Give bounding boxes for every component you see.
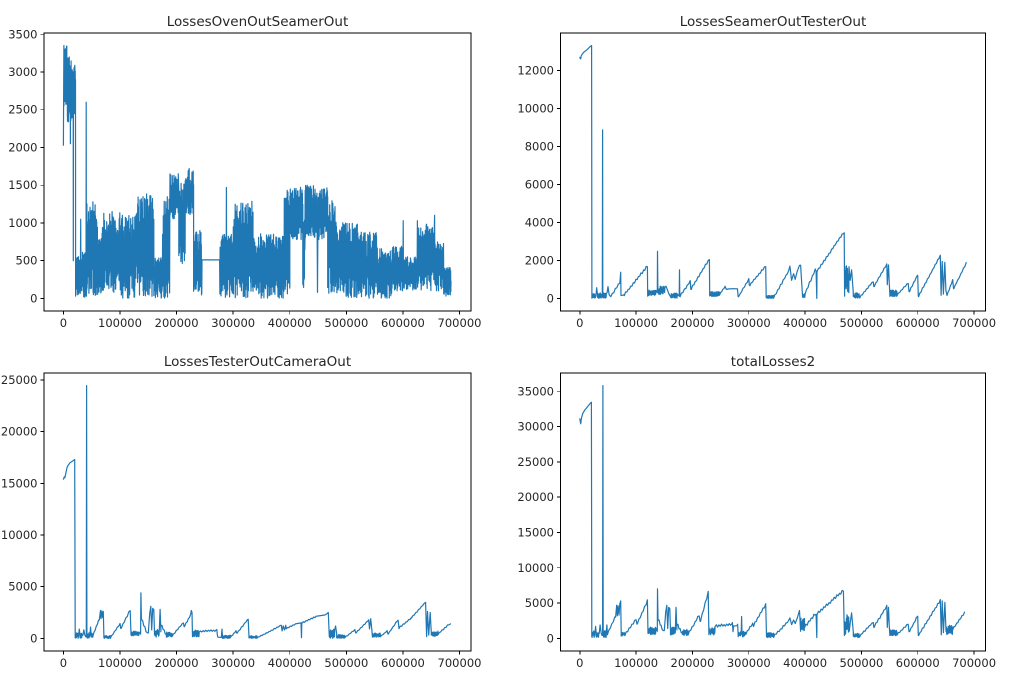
svg-text:200000: 200000 [155,316,199,330]
svg-text:400000: 400000 [268,316,312,330]
svg-text:300000: 300000 [211,316,255,330]
svg-text:0: 0 [546,291,553,305]
svg-text:1500: 1500 [8,178,37,192]
chart-title: totalLosses2 [730,354,814,370]
svg-text:20000: 20000 [1,425,38,439]
total-losses-2-plot: totalLosses2 0 100000 200000 300000 400000 50… [517,354,996,670]
svg-text:6000: 6000 [524,178,553,192]
subplot-total-losses-2: totalLosses2 0 100000 200000 300000 400000 50… [512,340,1023,680]
svg-text:100000: 100000 [614,656,658,670]
svg-text:10000: 10000 [1,528,38,542]
svg-text:1000: 1000 [8,216,37,230]
svg-text:300000: 300000 [211,656,255,670]
svg-text:0: 0 [60,316,67,330]
svg-text:12000: 12000 [517,64,554,78]
svg-text:20000: 20000 [517,490,554,504]
svg-text:2500: 2500 [8,103,37,117]
svg-text:0: 0 [30,631,37,645]
series-line [62,45,452,299]
chart-title: LossesTesterOutCameraOut [164,354,351,370]
svg-text:500: 500 [16,254,38,268]
svg-text:5000: 5000 [524,596,553,610]
svg-text:500000: 500000 [324,316,368,330]
svg-text:25000: 25000 [1,373,38,387]
svg-text:200000: 200000 [670,656,714,670]
svg-text:200000: 200000 [155,656,199,670]
axes: 0 100000 200000 300000 400000 500000 600000 700… [517,32,996,330]
axes: 0 100000 200000 300000 400000 500000 600000 700… [1,372,482,670]
svg-text:10000: 10000 [517,561,554,575]
series-line [62,385,452,639]
svg-text:200000: 200000 [670,316,714,330]
subplot-losses-seamer-out-tester-out: LossesSeamerOutTesterOut 0 100000 200000 30… [512,0,1023,340]
svg-text:25000: 25000 [517,455,554,469]
svg-text:0: 0 [30,291,37,305]
svg-text:100000: 100000 [614,316,658,330]
losses-tester-out-camera-out-plot: LossesTesterOutCameraOut 0 100000 200000 30… [1,354,482,670]
svg-text:2000: 2000 [8,140,37,154]
svg-text:600000: 600000 [895,656,939,670]
chart-title: LossesOvenOutSeamerOut [167,14,349,30]
svg-text:400000: 400000 [268,656,312,670]
subplot-losses-tester-out-camera-out: LossesTesterOutCameraOut 0 100000 200000 30… [0,340,512,680]
svg-text:700000: 700000 [438,316,482,330]
subplot-losses-oven-out-seamer-out: LossesOvenOutSeamerOut 0 100000 200000 3000… [0,0,512,340]
series-line [578,45,967,299]
losses-oven-out-seamer-out-plot: LossesOvenOutSeamerOut 0 100000 200000 3000… [8,14,481,330]
svg-text:300000: 300000 [726,656,770,670]
svg-text:15000: 15000 [517,525,554,539]
losses-seamer-out-tester-out-plot: LossesSeamerOutTesterOut 0 100000 200000 30… [517,14,996,330]
svg-text:100000: 100000 [98,656,142,670]
svg-text:0: 0 [576,656,583,670]
svg-text:700000: 700000 [952,316,996,330]
svg-text:3500: 3500 [8,27,37,41]
svg-text:0: 0 [60,656,67,670]
svg-text:700000: 700000 [952,656,996,670]
series-line [578,385,965,639]
svg-text:4000: 4000 [524,215,553,229]
svg-text:600000: 600000 [381,656,425,670]
svg-text:10000: 10000 [517,102,554,116]
svg-text:35000: 35000 [517,384,554,398]
svg-text:300000: 300000 [726,316,770,330]
svg-text:600000: 600000 [895,316,939,330]
svg-text:8000: 8000 [524,140,553,154]
svg-text:3000: 3000 [8,65,37,79]
svg-text:0: 0 [546,631,553,645]
svg-text:500000: 500000 [324,656,368,670]
svg-text:400000: 400000 [783,316,827,330]
axes: 0 100000 200000 300000 400000 500000 600000 700… [517,372,996,670]
svg-text:2000: 2000 [524,253,553,267]
svg-text:500000: 500000 [839,656,883,670]
axes: 0 100000 200000 300000 400000 500000 600000 700… [8,27,481,330]
svg-text:700000: 700000 [438,656,482,670]
svg-text:15000: 15000 [1,476,38,490]
svg-text:5000: 5000 [8,580,37,594]
svg-text:400000: 400000 [783,656,827,670]
svg-text:0: 0 [576,316,583,330]
svg-text:100000: 100000 [98,316,142,330]
svg-text:500000: 500000 [839,316,883,330]
svg-text:600000: 600000 [381,316,425,330]
chart-title: LossesSeamerOutTesterOut [679,14,866,30]
svg-text:30000: 30000 [517,420,554,434]
